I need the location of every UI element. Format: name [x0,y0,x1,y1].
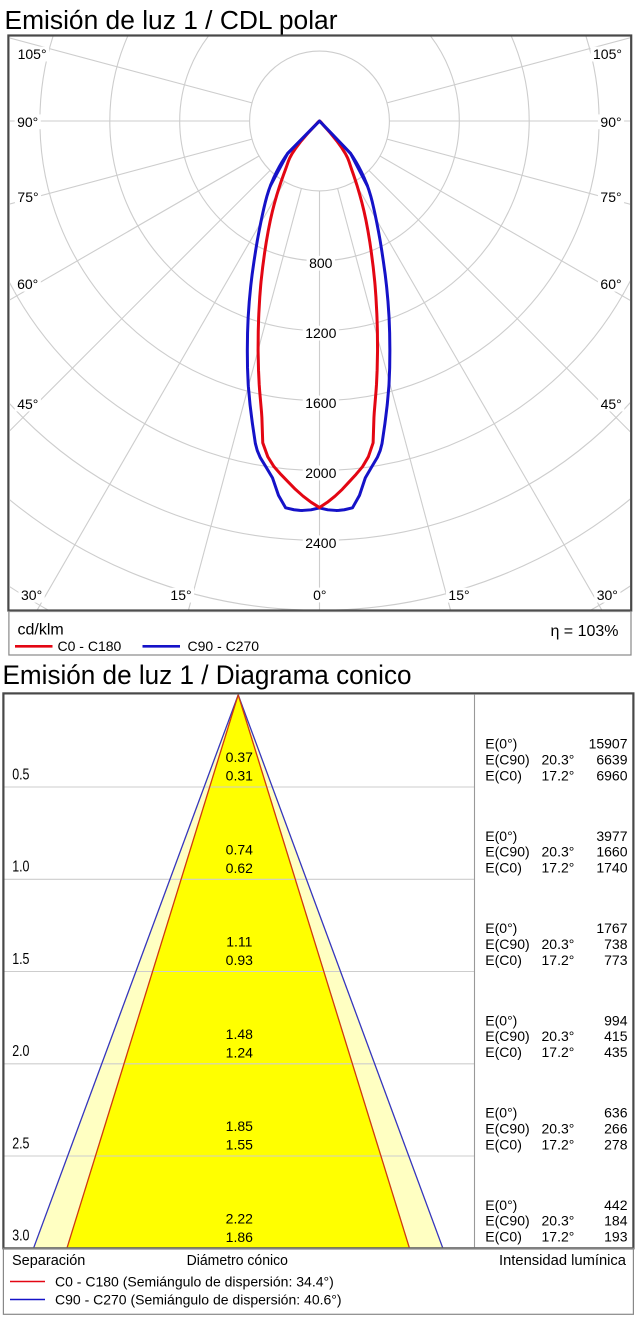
svg-text:E(C90): E(C90) [485,1121,529,1137]
svg-text:E(0°): E(0°) [485,1012,517,1028]
svg-text:Emisión de luz 1 / CDL polar: Emisión de luz 1 / CDL polar [5,7,339,35]
svg-text:0°: 0° [313,587,326,603]
svg-text:17.2°: 17.2° [542,952,575,968]
svg-text:1.85: 1.85 [226,1118,253,1134]
svg-text:0.31: 0.31 [226,768,253,784]
svg-text:20.3°: 20.3° [542,844,575,860]
svg-text:E(0°): E(0°) [485,1105,517,1121]
svg-text:cd/klm: cd/klm [18,622,64,639]
svg-text:2400: 2400 [305,535,336,551]
svg-text:C0 - C180: C0 - C180 [58,638,122,654]
svg-text:E(C0): E(C0) [485,767,522,783]
svg-text:E(C90): E(C90) [485,844,529,860]
svg-text:278: 278 [604,1136,628,1152]
svg-text:2.0: 2.0 [12,1043,30,1060]
svg-text:1.11: 1.11 [226,934,252,950]
svg-text:6960: 6960 [596,767,627,783]
svg-text:C90 - C270: C90 - C270 [188,638,260,654]
svg-text:0.62: 0.62 [226,860,253,876]
svg-text:E(C0): E(C0) [485,1136,522,1152]
svg-text:636: 636 [604,1105,628,1121]
svg-text:1767: 1767 [596,920,627,936]
svg-text:E(0°): E(0°) [485,736,517,752]
svg-text:2000: 2000 [305,465,336,481]
svg-text:E(C90): E(C90) [485,1213,529,1229]
svg-text:15°: 15° [170,587,191,603]
svg-text:η = 103%: η = 103% [550,623,618,640]
svg-text:1740: 1740 [596,860,627,876]
svg-text:C90 - C270 (Semiángulo de disp: C90 - C270 (Semiángulo de dispersión: 40… [55,1292,342,1308]
svg-text:1.48: 1.48 [226,1026,253,1042]
svg-text:773: 773 [604,952,628,968]
svg-text:2.22: 2.22 [226,1210,253,1226]
svg-text:E(C90): E(C90) [485,1028,529,1044]
svg-text:E(C90): E(C90) [485,936,529,952]
svg-text:1.5: 1.5 [12,951,29,968]
svg-text:20.3°: 20.3° [542,1121,575,1137]
svg-text:90°: 90° [600,114,621,130]
svg-text:45°: 45° [601,396,622,412]
svg-text:Diámetro cónico: Diámetro cónico [187,1253,288,1269]
svg-text:17.2°: 17.2° [542,1136,575,1152]
svg-text:60°: 60° [17,276,38,292]
svg-text:994: 994 [604,1012,628,1028]
svg-text:E(C0): E(C0) [485,1044,522,1060]
svg-text:1600: 1600 [305,395,336,411]
svg-text:Intensidad lumínica: Intensidad lumínica [499,1253,627,1269]
svg-text:30°: 30° [21,587,42,603]
svg-text:15907: 15907 [589,736,628,752]
svg-text:C0 - C180 (Semiángulo de dispe: C0 - C180 (Semiángulo de dispersión: 34.… [55,1274,334,1290]
svg-text:75°: 75° [600,189,621,205]
svg-text:Emisión de luz 1 / Diagrama co: Emisión de luz 1 / Diagrama conico [3,660,412,690]
svg-text:E(0°): E(0°) [485,1197,517,1213]
svg-text:3.0: 3.0 [12,1228,30,1245]
svg-text:E(0°): E(0°) [485,828,517,844]
svg-text:266: 266 [604,1121,628,1137]
svg-text:E(C0): E(C0) [485,860,522,876]
svg-text:0.93: 0.93 [226,952,253,968]
svg-text:6639: 6639 [596,751,627,767]
svg-text:30°: 30° [597,587,618,603]
svg-text:E(C0): E(C0) [485,1229,522,1245]
svg-text:17.2°: 17.2° [542,1229,575,1245]
svg-text:3977: 3977 [596,828,627,844]
svg-text:0.37: 0.37 [226,749,253,765]
svg-text:20.3°: 20.3° [542,1028,575,1044]
svg-text:1.55: 1.55 [226,1137,253,1153]
svg-text:60°: 60° [600,276,621,292]
svg-text:20.3°: 20.3° [542,936,575,952]
svg-text:17.2°: 17.2° [542,767,575,783]
svg-text:738: 738 [604,936,628,952]
svg-text:1.86: 1.86 [226,1229,253,1245]
svg-text:E(C0): E(C0) [485,952,522,968]
svg-text:435: 435 [604,1044,628,1060]
svg-text:800: 800 [309,255,333,271]
svg-text:Separación: Separación [12,1253,85,1269]
svg-text:415: 415 [604,1028,628,1044]
svg-text:184: 184 [604,1213,628,1229]
svg-text:1.0: 1.0 [12,859,30,876]
svg-text:105°: 105° [593,46,622,62]
svg-text:17.2°: 17.2° [542,1044,575,1060]
svg-text:75°: 75° [17,189,38,205]
svg-text:193: 193 [604,1229,628,1245]
svg-text:17.2°: 17.2° [542,860,575,876]
svg-text:2.5: 2.5 [12,1136,29,1153]
svg-text:1.24: 1.24 [226,1044,253,1060]
svg-text:90°: 90° [17,114,38,130]
svg-text:442: 442 [604,1197,628,1213]
svg-text:1660: 1660 [596,844,627,860]
svg-text:15°: 15° [448,587,469,603]
svg-text:0.74: 0.74 [226,841,253,857]
svg-text:105°: 105° [18,46,47,62]
svg-text:20.3°: 20.3° [542,1213,575,1229]
svg-text:1200: 1200 [305,325,336,341]
svg-text:20.3°: 20.3° [542,751,575,767]
svg-text:E(C90): E(C90) [485,751,529,767]
svg-text:0.5: 0.5 [12,766,29,783]
svg-text:45°: 45° [17,396,38,412]
svg-text:E(0°): E(0°) [485,920,517,936]
